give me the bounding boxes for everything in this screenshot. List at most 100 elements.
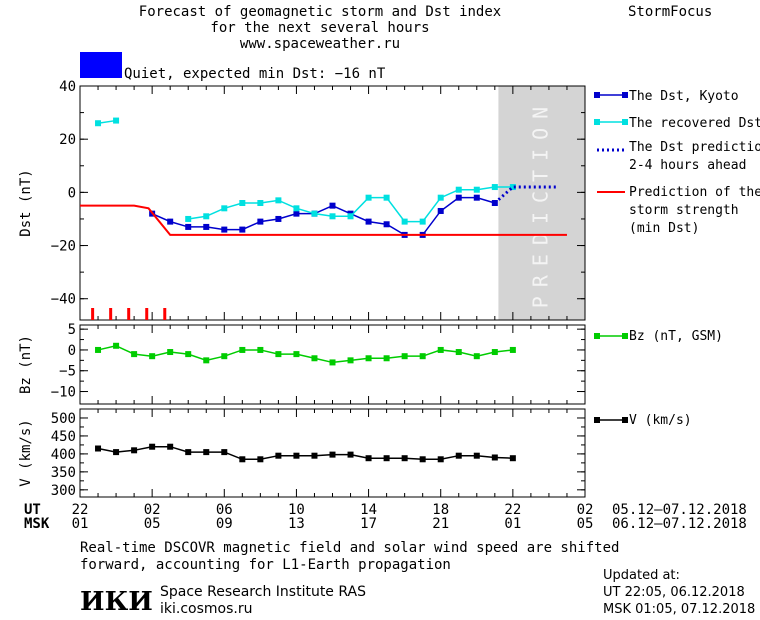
v-panel: 500 450 400 350 300 V (km/s) — [18, 408, 586, 499]
series-point — [293, 210, 300, 217]
series-point — [239, 456, 246, 463]
legend-marker-v — [622, 417, 628, 423]
y-tick-label: 500 — [51, 411, 76, 427]
msk-tick-label: 09 — [216, 516, 233, 532]
ut-tick-label: 22 — [72, 502, 89, 518]
dst-panel: PREDICTION 40 20 0 −20 −40 Dst (nT) — [18, 79, 586, 321]
series-point — [473, 353, 480, 360]
series-point — [311, 452, 318, 459]
ut-tick-label: 18 — [432, 502, 449, 518]
institute-name: Space Research Institute RAS — [160, 584, 366, 600]
series-point — [473, 452, 480, 459]
series-point — [401, 218, 408, 225]
legend-v: V (km/s) — [629, 413, 692, 428]
series-point — [509, 184, 516, 191]
legend-marker-bz — [594, 333, 600, 339]
series-point — [473, 194, 480, 201]
series-point — [437, 456, 444, 463]
legend-marker-dst — [622, 92, 628, 98]
series-point — [473, 186, 480, 193]
y-tick-label: 400 — [51, 447, 76, 463]
msk-date-range: 06.12–07.12.2018 — [612, 516, 747, 532]
y-tick-label: 20 — [59, 132, 76, 148]
series-point — [311, 210, 318, 217]
legend-marker-recovered — [622, 119, 628, 125]
ut-tick-label: 14 — [360, 502, 377, 518]
series-point — [113, 449, 120, 456]
series-point — [509, 346, 516, 353]
series-point — [95, 120, 102, 127]
footer-note-line2: forward, accounting for L1-Earth propaga… — [80, 557, 451, 573]
msk-tick-label: 05 — [144, 516, 161, 532]
y-tick-label: 450 — [51, 429, 76, 445]
series-point — [311, 355, 318, 362]
y-tick-label: −20 — [51, 239, 76, 255]
ut-tick-label: 10 — [288, 502, 305, 518]
legend-marker-recovered — [594, 119, 600, 125]
chart-title-line2: for the next several hours — [210, 20, 430, 36]
status-text: Quiet, expected min Dst: −16 nT — [124, 66, 386, 82]
series-point — [131, 351, 138, 358]
series-point — [275, 452, 282, 459]
msk-tick-label: 01 — [72, 516, 89, 532]
series-point — [95, 445, 102, 452]
msk-tick-label: 01 — [504, 516, 521, 532]
series-point — [491, 349, 498, 356]
series-point — [131, 447, 138, 454]
series-point — [329, 202, 336, 209]
series-point — [167, 349, 174, 356]
series-point — [257, 456, 264, 463]
series-point — [293, 351, 300, 358]
legend-strength-l3: (min Dst) — [629, 221, 699, 236]
series-point — [167, 443, 174, 450]
prediction-band — [498, 86, 585, 320]
series-point — [365, 218, 372, 225]
y-axis-label: V (km/s) — [18, 419, 34, 486]
series-point — [257, 346, 264, 353]
legend-prediction-l2: 2-4 hours ahead — [629, 158, 746, 173]
series-point — [383, 355, 390, 362]
y-tick-label: 350 — [51, 465, 76, 481]
series-point — [509, 455, 516, 462]
series-point — [365, 194, 372, 201]
series-point — [239, 346, 246, 353]
y-axis-label: Bz (nT) — [18, 335, 34, 394]
ut-date-range: 05.12–07.12.2018 — [612, 502, 747, 518]
updated-title: Updated at: — [603, 568, 680, 583]
y-tick-label: 0 — [68, 185, 76, 201]
legend-bz: Bz (nT, GSM) — [629, 329, 723, 344]
series-point — [401, 455, 408, 462]
legend-recovered: The recovered Dst — [629, 116, 760, 131]
ut-tick-label: 02 — [144, 502, 161, 518]
series-point — [419, 218, 426, 225]
series-point — [347, 357, 354, 364]
series-point — [437, 207, 444, 214]
series-point — [347, 451, 354, 458]
iki-logo: ИКИ — [80, 587, 153, 617]
series-point — [113, 342, 120, 349]
series-line — [97, 445, 513, 461]
prediction-band-label: PREDICTION — [529, 98, 553, 308]
y-tick-label: 40 — [59, 79, 76, 95]
series-point — [419, 353, 426, 360]
legend-marker-bz — [622, 333, 628, 339]
legend-prediction-l1: The Dst prediction — [629, 140, 760, 155]
series-point — [221, 226, 228, 233]
series-line — [97, 345, 513, 364]
series-point — [419, 456, 426, 463]
series-point — [329, 359, 336, 366]
series-point — [185, 223, 192, 230]
series-point — [257, 218, 264, 225]
series-point — [275, 197, 282, 204]
institute-site[interactable]: iki.cosmos.ru — [160, 601, 253, 617]
series-point — [383, 221, 390, 228]
footer-note-line1: Real-time DSCOVR magnetic field and sola… — [80, 540, 620, 556]
series-point — [185, 351, 192, 358]
series-point — [257, 200, 264, 206]
site-url[interactable]: www.spaceweather.ru — [239, 36, 401, 52]
y-axis-label: Dst (nT) — [18, 169, 34, 236]
ut-tick-label: 22 — [504, 502, 521, 518]
ut-tick-label: 02 — [577, 502, 594, 518]
series-point — [329, 451, 336, 458]
